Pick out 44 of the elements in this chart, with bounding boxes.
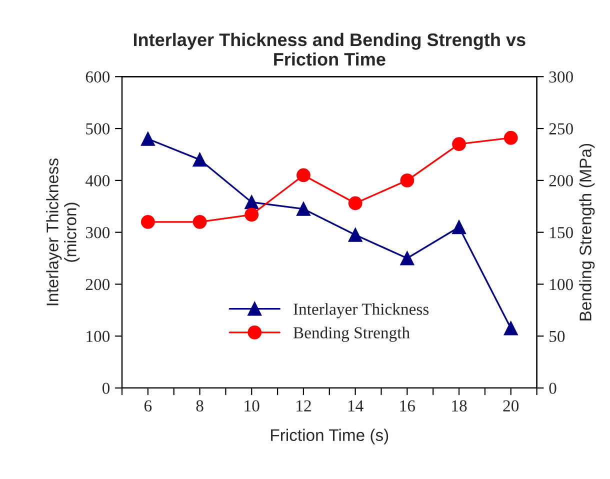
y-tick-label: 300 <box>86 227 110 238</box>
legend-label: Bending Strength <box>293 326 410 342</box>
point <box>400 173 414 188</box>
point <box>400 251 414 266</box>
point <box>504 130 518 145</box>
x-tick-label: 20 <box>503 400 519 412</box>
y2-tick-label: 300 <box>549 71 573 83</box>
point <box>140 214 155 229</box>
x-axis-title: Friction Time (s) <box>271 428 388 444</box>
x-tick-label: 6 <box>144 400 152 412</box>
point <box>192 152 207 167</box>
y-tick-label: 0 <box>102 382 110 394</box>
y2-tick-label: 0 <box>549 382 556 394</box>
y-axis-title: Interlayer Thickness (micron) <box>46 158 80 306</box>
y2-tick-label: 50 <box>550 330 565 342</box>
point <box>244 195 259 210</box>
y2-tick-label: 200 <box>549 175 573 186</box>
point <box>348 196 362 210</box>
point <box>140 132 155 146</box>
point <box>192 214 207 229</box>
x-tick-label: 16 <box>400 400 416 412</box>
y2-axis-title: Bending Strength (MPa) <box>579 144 595 320</box>
point <box>452 137 466 152</box>
y-tick-label: 600 <box>86 71 110 83</box>
x-tick-label: 14 <box>348 400 364 412</box>
x-tick-label: 10 <box>244 400 260 412</box>
point <box>452 220 466 234</box>
y2-tick-label: 150 <box>550 227 573 238</box>
x-tick-label: 12 <box>296 400 311 412</box>
point <box>296 168 310 182</box>
point <box>296 202 310 216</box>
y-tick-label: 400 <box>86 175 110 186</box>
point <box>504 321 518 336</box>
y-tick-label: 100 <box>86 330 110 342</box>
chart-title: Interlayer Thickness and Bending Strength vs Friction Time <box>134 32 526 66</box>
legend-label: Interlayer Thickness <box>294 303 429 318</box>
point <box>244 208 259 222</box>
x-tick-label: 18 <box>452 400 467 412</box>
y-tick-label: 200 <box>86 278 110 290</box>
x-tick-label: 8 <box>196 400 204 412</box>
point <box>348 228 362 242</box>
y2-tick-label: 100 <box>550 278 573 290</box>
y-tick-label: 500 <box>86 123 110 134</box>
y2-tick-label: 250 <box>549 123 573 134</box>
